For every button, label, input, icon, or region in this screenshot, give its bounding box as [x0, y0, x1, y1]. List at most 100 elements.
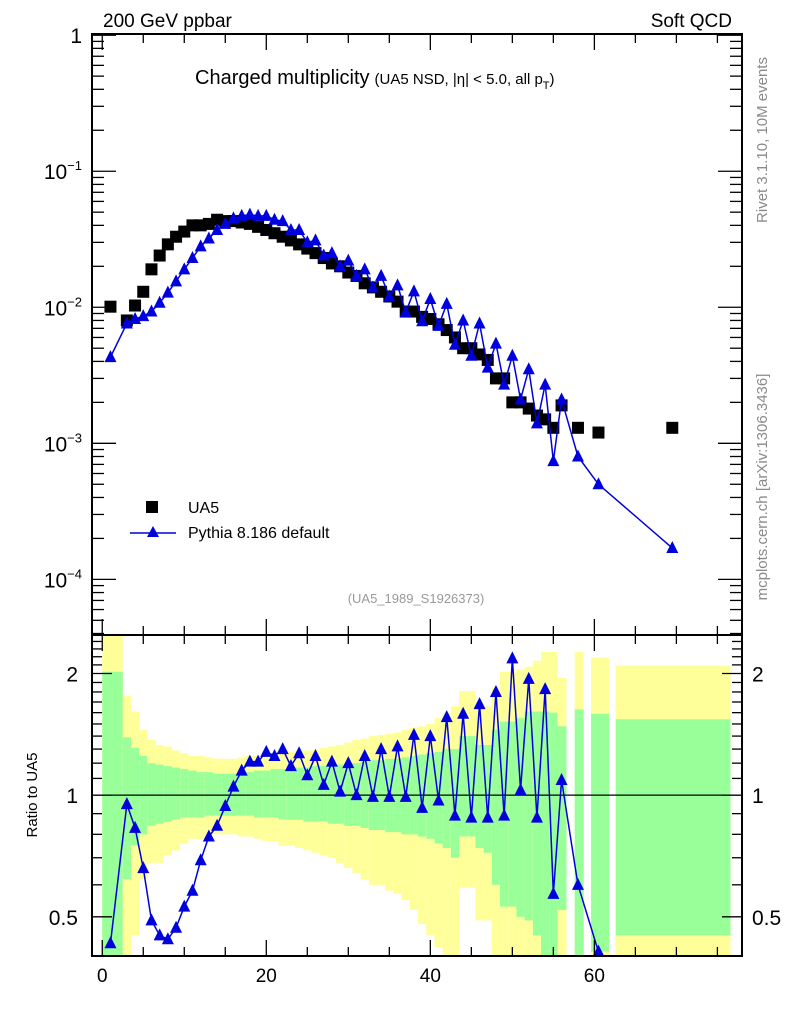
ratio-point	[547, 886, 560, 899]
ratio-point	[366, 789, 379, 802]
ratio-point	[391, 739, 404, 752]
band-stat-uncertainty	[532, 711, 542, 936]
main-plot-frame	[91, 33, 743, 636]
band-stat-uncertainty	[344, 763, 353, 826]
band-stat-uncertainty	[541, 711, 550, 956]
pythia-point	[391, 278, 404, 291]
pythia-point	[530, 416, 543, 429]
band-stat-uncertainty	[459, 736, 468, 837]
plot-title-main: Charged multiplicity	[195, 67, 370, 89]
x-tick-label: 40	[420, 966, 441, 987]
band-stat-uncertainty	[524, 711, 533, 921]
legend: UA5 Pythia 8.186 default	[130, 500, 330, 542]
ua5-data-point	[666, 421, 679, 434]
ratio-point	[571, 877, 584, 890]
pythia-point	[440, 296, 453, 309]
ratio-point	[194, 853, 207, 866]
ratio-point	[325, 754, 338, 767]
ratio-point	[219, 799, 232, 812]
ratio-point	[235, 763, 248, 776]
ratio-y-axis-label: Ratio to UA5	[24, 752, 41, 837]
pythia-point	[399, 305, 412, 318]
ua5-data-point	[571, 421, 584, 434]
ratio-point	[252, 754, 265, 767]
pythia-point	[506, 348, 519, 361]
band-stat-uncertainty	[574, 709, 584, 956]
ua5-data-point	[153, 249, 166, 262]
pythia-point	[416, 314, 429, 327]
plot-title: Charged multiplicity (UA5 NSD, |η| < 5.0,…	[195, 67, 555, 92]
band-stat-uncertainty	[245, 772, 254, 816]
pythia-point	[252, 208, 265, 221]
ratio-point	[334, 784, 347, 797]
band-stat-uncertainty	[475, 745, 484, 849]
ua5-data-point	[252, 220, 265, 233]
header-left-label: 200 GeV ppbar	[103, 11, 233, 32]
band-stat-uncertainty	[180, 769, 189, 818]
pythia-point	[153, 295, 166, 308]
pythia-point	[522, 362, 535, 375]
ratio-point	[383, 789, 396, 802]
ua5-data-point	[145, 263, 158, 276]
plot-subtitle-suffix: )	[550, 71, 555, 88]
ratio-point	[202, 829, 215, 842]
ratio-point	[448, 808, 461, 821]
band-stat-uncertainty	[516, 718, 525, 917]
band-stat-uncertainty	[294, 767, 304, 820]
pythia-point	[161, 285, 174, 298]
header-right-label: Soft QCD	[651, 11, 732, 32]
ratio-point	[489, 684, 502, 697]
band-stat-uncertainty	[467, 736, 476, 837]
ratio-y-tick-label-right: 0.5	[752, 907, 781, 930]
ratio-point	[120, 797, 133, 810]
ratio-point	[137, 861, 150, 874]
pythia-point	[194, 239, 207, 252]
band-stat-uncertainty	[508, 721, 517, 907]
ratio-point	[416, 800, 429, 813]
band-stat-uncertainty	[147, 763, 156, 826]
band-stat-uncertainty	[286, 769, 295, 820]
ratio-point	[481, 810, 494, 823]
band-stat-uncertainty	[171, 767, 181, 820]
pythia-point	[366, 280, 379, 293]
ratio-point	[268, 748, 281, 761]
band-stat-uncertainty	[450, 749, 460, 858]
pythia-point	[514, 392, 527, 405]
pythia-point	[375, 268, 388, 281]
pythia-point	[481, 360, 494, 373]
ratio-point	[592, 944, 605, 956]
ratio-point	[465, 810, 478, 823]
x-tick-label: 60	[584, 966, 605, 987]
band-stat-uncertainty	[426, 753, 435, 839]
pythia-point	[432, 318, 445, 331]
ratio-point	[555, 773, 568, 786]
pythia-point	[383, 289, 396, 302]
band-stat-uncertainty	[615, 719, 731, 936]
band-stat-uncertainty	[237, 772, 246, 816]
band-stat-uncertainty	[270, 769, 279, 818]
pythia-point	[555, 392, 568, 405]
ratio-bands	[92, 635, 742, 956]
ratio-point	[407, 727, 420, 740]
analysis-id-label: (UA5_1989_S1926373)	[348, 591, 485, 606]
plot-subtitle-subscript: T	[543, 80, 550, 92]
ratio-y-tick-label-right: 1	[752, 785, 764, 808]
ratio-point	[293, 746, 306, 759]
pythia-line	[109, 213, 673, 549]
band-stat-uncertainty	[557, 726, 567, 910]
band-stat-uncertainty	[262, 770, 271, 818]
y-tick-label: 10−4	[44, 566, 82, 592]
band-stat-uncertainty	[188, 770, 197, 818]
pythia-point	[407, 284, 420, 297]
ratio-point	[473, 697, 486, 710]
band-stat-uncertainty	[311, 766, 320, 822]
pythia-point	[145, 304, 158, 317]
pythia-point	[592, 477, 605, 490]
plot-subtitle: (UA5 NSD, |η| < 5.0, all p	[375, 71, 543, 88]
pythia-point	[539, 377, 552, 390]
ratio-point	[342, 756, 355, 769]
ratio-point	[506, 651, 519, 664]
ratio-point	[211, 818, 224, 831]
y-tick-label: 10−2	[44, 294, 82, 320]
